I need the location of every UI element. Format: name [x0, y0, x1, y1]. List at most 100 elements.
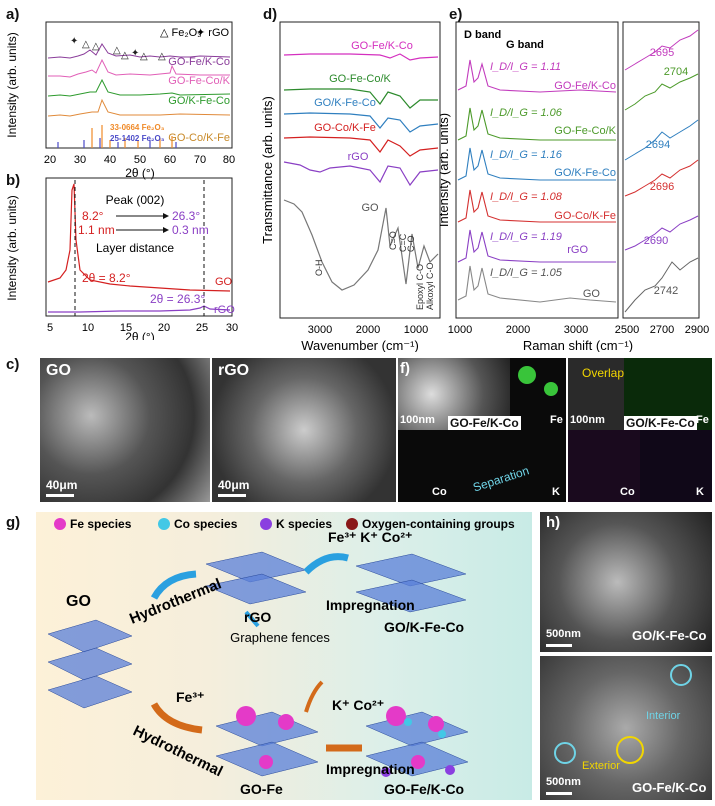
svg-text:3000: 3000 [308, 324, 332, 336]
svg-text:10: 10 [82, 322, 94, 334]
svg-text:1000: 1000 [448, 324, 472, 336]
raman-name-0: GO-Fe/K-Co [554, 80, 616, 92]
eds-co-map-1: Co [398, 430, 454, 502]
eds-gokfeco-image: 100nm Overlaps [568, 358, 630, 430]
xrd-xtick-40: 40 [104, 154, 116, 166]
ftir-chart: Transmittance (arb. units) 3000 2000 100… [260, 21, 441, 352]
ftir-ylabel: Transmittance (arb. units) [260, 96, 275, 244]
svg-text:2000: 2000 [506, 324, 530, 336]
schem-hydro2: Hydrothermal [130, 722, 225, 780]
svg-text:5: 5 [47, 322, 53, 334]
raman-dband: D band [464, 29, 501, 41]
raman-name-1: GO-Fe-Co/K [554, 125, 616, 137]
xrd-label-gocokfe: GO-Co/K-Fe [168, 132, 230, 144]
raman-name-2: GO/K-Fe-Co [554, 167, 616, 179]
svg-text:2000: 2000 [356, 324, 380, 336]
schem-impreg1: Impregnation [326, 597, 415, 613]
b-layer: Layer distance [96, 241, 174, 255]
b-d-rgo: 0.3 nm [172, 223, 209, 237]
xrd-ref-sticks-2 [57, 138, 177, 148]
eds1-fe-label: Fe [550, 414, 563, 426]
ftir-band-cc: C=C [398, 233, 408, 252]
raman-ratio-5: I_D/I_G = 1.05 [490, 267, 563, 279]
sheet-go-1 [47, 619, 133, 653]
ftir-band-oh: O-H [314, 260, 324, 277]
b-eq2: 2θ = 26.3° [150, 292, 205, 306]
legend-fe-dot [54, 518, 66, 530]
b-eq1: 2θ = 8.2° [82, 271, 131, 285]
xrd-label-gofekco: GO-Fe/K-Co [168, 56, 230, 68]
eds1-co-label: Co [432, 486, 447, 498]
sem-go-scalebar-label: 40μm [46, 478, 78, 492]
xrd-ylabel: Intensity (arb. units) [5, 32, 19, 137]
eds1-scalebar-label: 100nm [400, 414, 435, 426]
panel-e-label: e) [449, 6, 463, 23]
sem-h1-caption: GO/K-Fe-Co [632, 628, 707, 643]
sem-h2-scalebar [546, 792, 572, 795]
sem-h2-caption: GO-Fe/K-Co [632, 780, 707, 795]
svg-text:15: 15 [120, 322, 132, 334]
raman-name-3: GO-Co/K-Fe [554, 210, 616, 222]
sem-rgo-image: rGO 40μm [212, 358, 396, 502]
ftir-label-rgo: rGO [348, 151, 369, 163]
xrd-ref-sticks-1 [91, 125, 173, 148]
raman-xlabel: Raman shift (cm⁻¹) [523, 338, 633, 352]
sem-gofekco-image: Interior Exterior 500nm GO-Fe/K-Co [540, 656, 712, 800]
sem-go-label: GO [46, 362, 71, 379]
eds-k-map-1: K Separation [454, 430, 566, 502]
raman-ratio-1: I_D/I_G = 1.06 [490, 107, 563, 119]
b-label-go: GO [215, 276, 233, 288]
b-peak: Peak (002) [106, 193, 165, 207]
xrd-xtick-60: 60 [164, 154, 176, 166]
raman-gband: G band [506, 39, 544, 51]
ftir-label-gofekco: GO-Fe/K-Co [351, 40, 413, 52]
xrd-trace-gofekco [47, 43, 231, 59]
ftir-label-gokfeco: GO/K-Fe-Co [314, 97, 376, 109]
svg-text:2900: 2900 [685, 324, 709, 336]
legend-k-dot [260, 518, 272, 530]
raman-2d-4: 2690 [644, 235, 668, 247]
schem-gofe: GO-Fe [240, 781, 283, 797]
xrd-xtick-20: 20 [44, 154, 56, 166]
xrd-legend-fe2o3: △ Fe₂O₃ [160, 27, 202, 39]
xrd-xtick-80: 80 [223, 154, 235, 166]
ftir-label-gofecok: GO-Fe-Co/K [329, 73, 391, 85]
ftir-band-epoxyl: Epoxyl C-O [415, 264, 425, 310]
xrd-ref1-label: 33-0664 Fe₂O₃ [110, 123, 165, 132]
b-trace-rgo [48, 305, 231, 313]
schem-go: GO [66, 593, 91, 610]
xrd-xtick-50: 50 [134, 154, 146, 166]
svg-text:△: △ [92, 41, 100, 52]
eds2-k-label: K [696, 486, 704, 498]
schem-ions2: K⁺ Co²⁺ [332, 697, 384, 713]
panel-a-label: a) [6, 6, 20, 23]
xrd-legend-rgo: ✦ rGO [196, 27, 230, 39]
schem-fences: Graphene fences [230, 630, 330, 645]
svg-text:△: △ [121, 50, 129, 61]
xrd-label-gofecok: GO-Fe-Co/K [168, 75, 230, 87]
raman-2d-3: 2696 [650, 181, 674, 193]
legend-co-dot [158, 518, 170, 530]
panel-d-label: d) [263, 6, 278, 23]
eds1-k-label: K [552, 486, 560, 498]
schem-prod2: GO-Fe/K-Co [384, 781, 464, 797]
sem-h2-scalebar-label: 500nm [546, 776, 581, 788]
svg-text:20: 20 [158, 322, 170, 334]
raman-2d-0: 2695 [650, 47, 674, 59]
legend-oxy: Oxygen-containing groups [362, 517, 515, 531]
xrd-xtick-70: 70 [194, 154, 206, 166]
raman-name-5: GO [583, 288, 601, 300]
xrd-label-gokfeco: GO/K-Fe-Co [168, 95, 230, 107]
xrd-low-angle-chart: Intensity (arb. units) 5 10 15 20 25 30 … [5, 177, 238, 340]
sheet-gofekco-1 [365, 711, 469, 747]
svg-text:△: △ [82, 39, 90, 50]
schem-hydro1: Hydrothermal [127, 575, 224, 627]
xrd-chart: Intensity (arb. units) 20 30 40 50 60 70… [5, 21, 235, 180]
eds2-caption: GO/K-Fe-Co [624, 416, 697, 430]
eds-separation-label: Separation [471, 463, 531, 495]
ftir-label-gocokfe: GO-Co/K-Fe [314, 122, 376, 134]
ftir-band-co: C=O [388, 231, 398, 250]
ftir-label-go: GO [361, 202, 379, 214]
svg-text:△: △ [140, 51, 148, 62]
sheet-gofe-1 [215, 711, 319, 747]
